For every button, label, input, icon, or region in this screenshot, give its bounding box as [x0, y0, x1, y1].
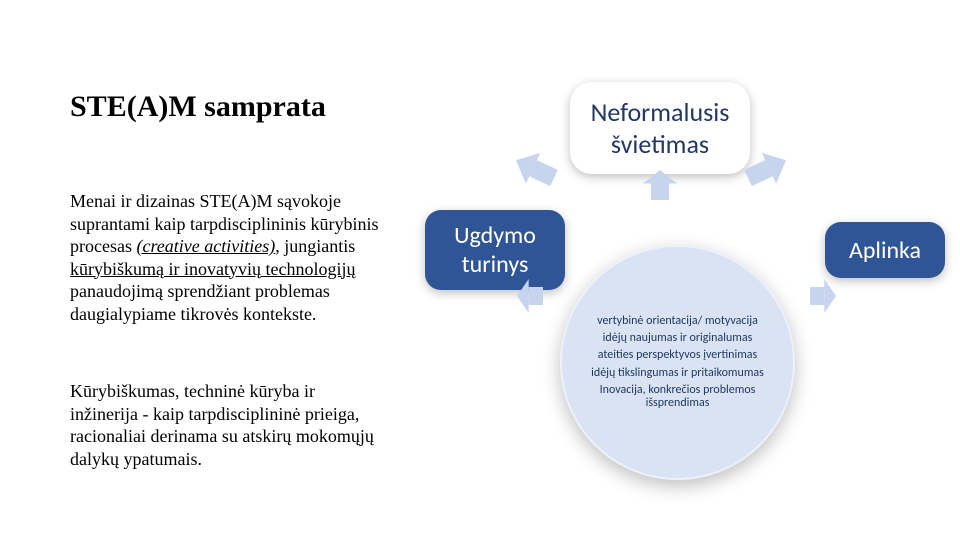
node-top-line1: Neformalusis [591, 96, 730, 128]
center-bullet: idėjų naujumas ir originalumas [603, 332, 753, 345]
center-bullet: vertybinė orientacija/ motyvacija [597, 315, 758, 328]
node-left-line1: Ugdymo [454, 221, 536, 250]
node-right-aplinka: Aplinka [825, 222, 945, 278]
center-bullet: Inovacija, konkrečios problemos išsprend… [578, 384, 777, 410]
node-top-neformalusis: Neformalusis švietimas [570, 82, 750, 174]
center-bullet: ateities perspektyvos įvertinimas [598, 349, 757, 362]
node-top-line2: švietimas [611, 128, 709, 160]
paragraph-2: Kūrybiškumas, techninė kūryba ir inžiner… [70, 380, 380, 470]
center-circle: vertybinė orientacija/ motyvacija idėjų n… [560, 245, 795, 480]
node-right-line1: Aplinka [849, 236, 921, 265]
center-bullet: idėjų tikslingumas ir pritaikomumas [591, 367, 764, 380]
slide-root: STE(A)M samprata Menai ir dizainas STE(A… [0, 0, 960, 540]
paragraph-1: Menai ir dizainas STE(A)M sąvokoje supra… [70, 190, 380, 325]
slide-title: STE(A)M samprata [70, 90, 326, 124]
node-left-line2: turinys [462, 250, 529, 279]
node-left-ugdymo: Ugdymo turinys [425, 210, 565, 290]
